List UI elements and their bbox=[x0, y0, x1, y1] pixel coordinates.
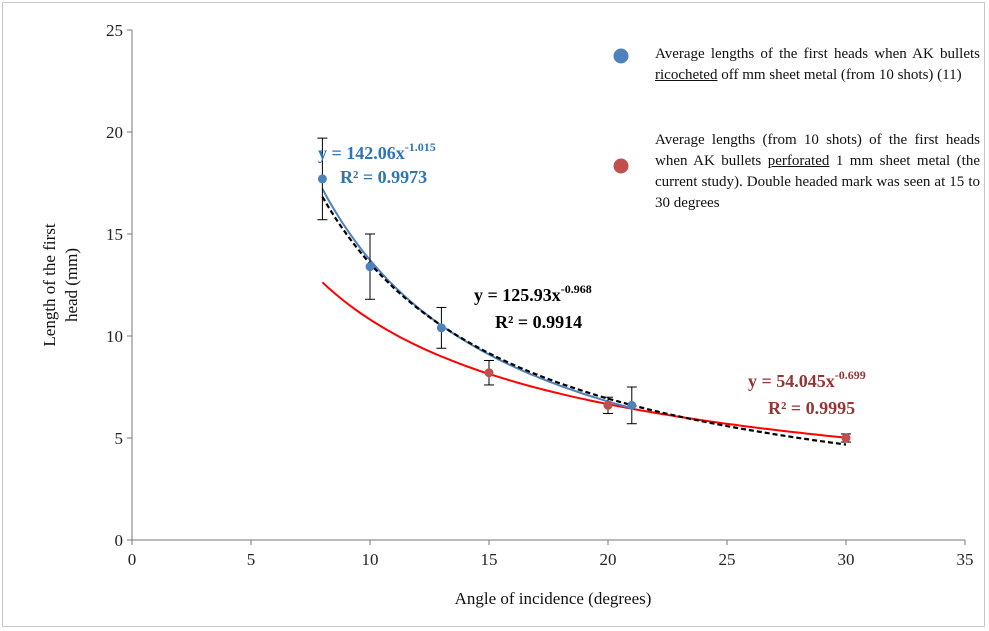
combined-equation: y = 125.93x-0.968 bbox=[474, 282, 592, 305]
combined-r-squared: R² = 0.9914 bbox=[495, 312, 582, 332]
perforation-r-squared: R² = 0.9995 bbox=[768, 398, 855, 418]
perforation-equation: y = 54.045x-0.699 bbox=[748, 368, 866, 391]
ricochet-equation: y = 142.06x-1.015 bbox=[318, 140, 436, 163]
perforation-point bbox=[484, 368, 494, 378]
y-tick-label: 25 bbox=[106, 21, 123, 40]
y-tick-label: 15 bbox=[106, 225, 123, 244]
y-tick-label: 5 bbox=[115, 429, 124, 448]
x-tick-label: 35 bbox=[957, 550, 974, 569]
legend-marker-0 bbox=[613, 48, 629, 64]
perforation-point bbox=[841, 433, 851, 443]
ricochet-point bbox=[436, 323, 446, 333]
x-tick-label: 5 bbox=[247, 550, 256, 569]
x-tick-label: 20 bbox=[600, 550, 617, 569]
legend-entry-ricocheted: Average lengths of the first heads when … bbox=[655, 44, 980, 86]
ricochet-r-squared: R² = 0.9973 bbox=[340, 167, 427, 187]
ricochet-equation-coef: y = 142.06x bbox=[318, 143, 405, 163]
axes: 0 5 10 15 20 25 30 35 0 5 10 15 20 25 bbox=[106, 21, 974, 569]
x-tick-label: 15 bbox=[481, 550, 498, 569]
legend-text-part: 1 mm sheet metal (the current study). Do… bbox=[655, 153, 981, 211]
y-tick-label: 20 bbox=[106, 123, 123, 142]
perforation-equation-exponent: -0.699 bbox=[835, 368, 866, 382]
perforation-point bbox=[603, 400, 613, 410]
y-tick-label: 10 bbox=[106, 327, 123, 346]
ricochet-equation-exponent: -1.015 bbox=[405, 140, 436, 154]
legend-entry-perforated: Average lengths (from 10 shots) of the f… bbox=[655, 130, 980, 214]
y-axis-title-line: Length of the first bbox=[40, 223, 59, 346]
ricochet-point bbox=[627, 400, 637, 410]
y-axis-title: Length of the first head (mm) bbox=[40, 223, 81, 346]
data-points bbox=[317, 174, 851, 443]
x-tick-label: 10 bbox=[362, 550, 379, 569]
combined-equation-coef: y = 125.93x bbox=[474, 285, 561, 305]
legend-markers bbox=[613, 48, 629, 174]
x-tick-label: 25 bbox=[719, 550, 736, 569]
legend-text-part: Average lengths of the first heads when … bbox=[655, 46, 980, 62]
legend-text-part: off mm sheet metal (from 10 shots) (11) bbox=[717, 67, 962, 83]
x-axis-title: Angle of incidence (degrees) bbox=[455, 589, 652, 608]
legend-text-part: ricocheted bbox=[655, 67, 718, 83]
y-axis-title-line: head (mm) bbox=[62, 248, 81, 322]
x-tick-label: 30 bbox=[838, 550, 855, 569]
legend-text-part: perforated bbox=[767, 153, 830, 169]
ricochet-point bbox=[317, 174, 327, 184]
y-tick-label: 0 bbox=[115, 531, 124, 550]
legend-marker-1 bbox=[613, 158, 629, 174]
perforation-fit-curve bbox=[321, 281, 847, 439]
perforation-equation-coef: y = 54.045x bbox=[748, 371, 835, 391]
combined-fit-curve bbox=[321, 196, 847, 446]
combined-equation-exponent: -0.968 bbox=[561, 282, 592, 296]
ricochet-point bbox=[365, 262, 375, 272]
legend-text-part: Average lengths (from 10 shots) of the f… bbox=[655, 132, 980, 169]
x-tick-label: 0 bbox=[128, 550, 137, 569]
